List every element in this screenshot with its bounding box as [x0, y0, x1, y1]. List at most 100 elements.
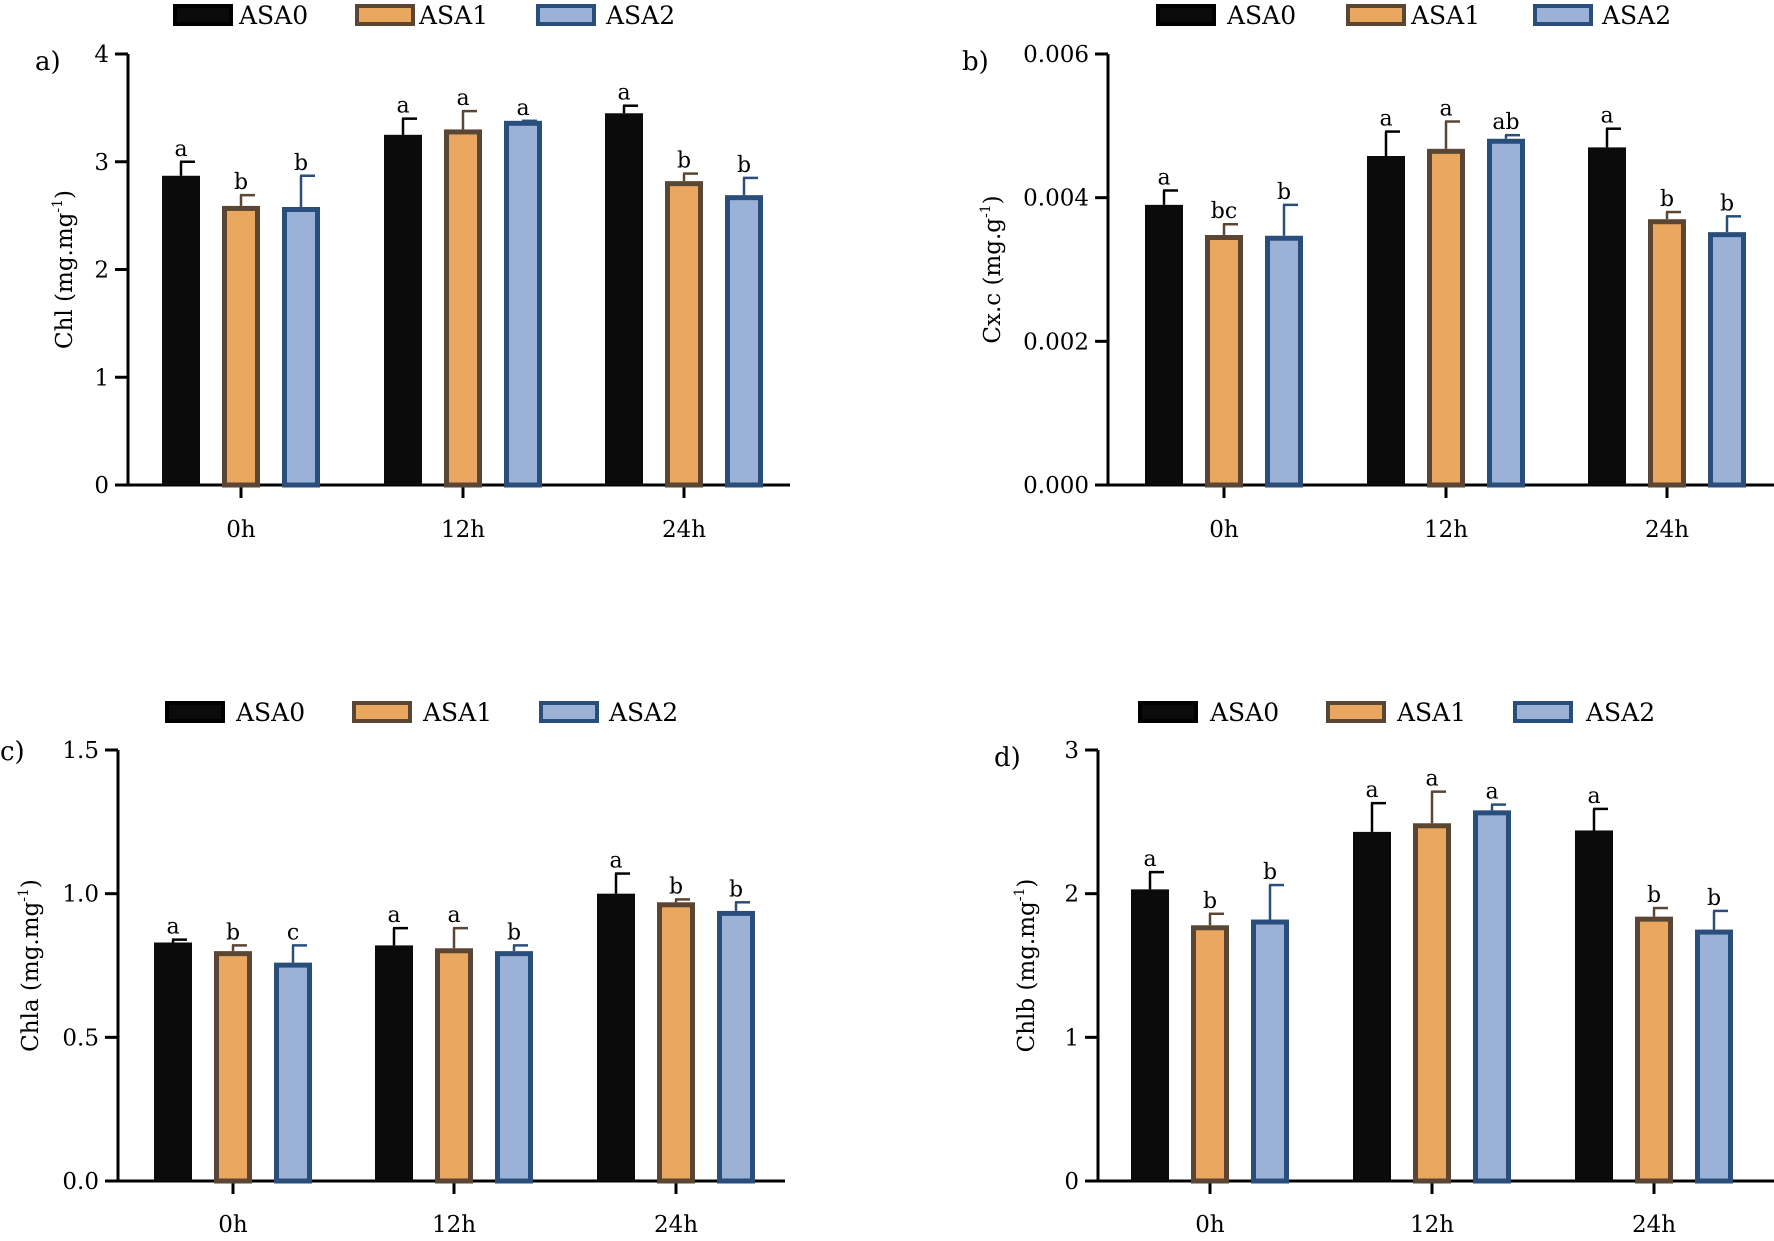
y-tick-label: 3: [94, 150, 109, 176]
significance-letter: c: [287, 920, 299, 945]
legend-swatch-asa2: [536, 4, 596, 26]
x-tick-label: 0h: [218, 1212, 248, 1238]
y-tick-label: 0.5: [62, 1025, 99, 1051]
y-axis-label-main: Chla (mg.mg: [18, 901, 44, 1051]
significance-letter: b: [669, 874, 683, 899]
significance-letter: ab: [1492, 110, 1519, 135]
bar-asa0-24h: [1588, 147, 1626, 485]
significance-letter: a: [456, 86, 469, 111]
bar-asa2-12h: [1487, 138, 1525, 488]
legend-label-asa1: ASA1: [418, 1, 488, 30]
significance-letter: a: [1587, 784, 1600, 809]
y-tick-label: 0.002: [1023, 329, 1089, 355]
y-tick-label: 0.004: [1023, 186, 1089, 212]
legend-swatch-asa1: [1326, 701, 1386, 723]
legend-label-asa2: ASA2: [605, 1, 675, 30]
significance-letter: a: [447, 903, 460, 928]
bar-asa1-24h: [1648, 219, 1686, 488]
bar-asa1-24h: [1635, 916, 1673, 1184]
y-tick-label: 1.5: [62, 738, 99, 764]
y-tick-label: 0.000: [1023, 473, 1089, 499]
legend-swatch-asa0: [173, 4, 233, 26]
y-axis-label-sup: -1: [978, 204, 994, 218]
bar-asa1-12h: [1413, 823, 1451, 1184]
significance-letter: b: [737, 153, 751, 178]
significance-letter: b: [226, 920, 240, 945]
legend-swatch-asa2: [539, 701, 599, 723]
significance-letter: a: [516, 96, 529, 121]
y-tick-label: 1: [1064, 1025, 1079, 1051]
bar-asa0-24h: [1575, 830, 1613, 1181]
significance-letter: a: [1485, 780, 1498, 805]
x-tick-label: 24h: [1632, 1212, 1676, 1238]
x-tick-label: 24h: [662, 517, 706, 543]
significance-letter: b: [1647, 883, 1661, 908]
bar-asa2-24h: [725, 195, 763, 488]
significance-letter: bc: [1211, 199, 1237, 224]
chart-panel-4: ASA0 ASA1 ASA2 d) Chlb (mg.mg-1) 0 1 2 3 0h a b b 12h…: [994, 698, 1774, 1238]
y-tick-label: 1: [94, 365, 109, 391]
y-axis-label-close: ): [52, 190, 78, 199]
panel-label: b): [962, 47, 989, 77]
y-axis-label: Cx.c (mg.g-1): [978, 195, 1006, 343]
legend-swatch-asa1: [352, 701, 412, 723]
legend-swatch-asa1: [1346, 4, 1406, 26]
panel-label: a): [35, 47, 61, 77]
legend-swatch-asa0: [1138, 701, 1198, 723]
legend-label-asa0: ASA0: [235, 698, 305, 727]
bar-asa0-0h: [154, 942, 192, 1181]
y-axis-label: Chla (mg.mg-1): [16, 879, 44, 1052]
y-axis-label-main: Chlb (mg.mg: [1014, 901, 1040, 1052]
y-axis-label: Chl (mg.mg-1): [50, 190, 78, 349]
x-tick-label: 12h: [1410, 1212, 1454, 1238]
significance-letter: a: [387, 903, 400, 928]
bar-asa1-0h: [1205, 235, 1243, 488]
y-axis-label-close: ): [18, 879, 44, 888]
significance-letter: b: [1263, 860, 1277, 885]
legend-label-asa2: ASA2: [1585, 698, 1655, 727]
significance-letter: a: [1600, 104, 1613, 129]
x-tick-label: 0h: [1195, 1212, 1225, 1238]
y-tick-label: 1.0: [62, 882, 99, 908]
legend-label-asa1: ASA1: [422, 698, 492, 727]
panel-label: c): [0, 737, 25, 767]
significance-letter: b: [677, 149, 691, 174]
significance-letter: a: [1157, 165, 1170, 190]
x-tick-label: 0h: [226, 517, 256, 543]
y-axis-label-sup: -1: [50, 199, 66, 213]
y-tick-label: 0.0: [62, 1169, 99, 1195]
legend-label-asa2: ASA2: [608, 698, 678, 727]
bar-asa1-12h: [1427, 148, 1465, 488]
y-axis-label-sup: -1: [16, 888, 32, 902]
y-axis-label-close: ): [980, 195, 1006, 204]
x-tick-label: 24h: [654, 1212, 698, 1238]
legend-swatch-asa2: [1533, 4, 1593, 26]
bar-asa2-0h: [282, 207, 320, 488]
panel-label: d): [994, 743, 1021, 773]
bar-asa1-24h: [657, 902, 695, 1184]
bar-asa0-0h: [1131, 889, 1169, 1181]
bar-asa2-24h: [1695, 929, 1733, 1184]
bar-asa0-24h: [597, 893, 635, 1181]
significance-letter: a: [617, 81, 630, 106]
y-tick-label: 2: [1064, 882, 1079, 908]
y-tick-label: 0: [1064, 1169, 1079, 1195]
bar-asa0-12h: [1353, 831, 1391, 1181]
significance-letter: b: [1720, 191, 1734, 216]
significance-letter: a: [1425, 767, 1438, 792]
y-tick-label: 2: [94, 258, 109, 284]
x-tick-label: 12h: [432, 1212, 476, 1238]
legend-label-asa2: ASA2: [1601, 1, 1671, 30]
bar-asa2-24h: [1708, 232, 1746, 488]
legend-label-asa1: ASA1: [1410, 1, 1480, 30]
significance-letter: a: [1143, 847, 1156, 872]
significance-letter: a: [174, 137, 187, 162]
y-axis-label-sup: -1: [1012, 888, 1028, 902]
significance-letter: a: [166, 915, 179, 940]
significance-letter: a: [396, 94, 409, 119]
bar-asa1-24h: [665, 181, 703, 488]
bar-asa2-12h: [504, 120, 542, 488]
bar-asa0-12h: [375, 945, 413, 1181]
bar-asa2-24h: [717, 910, 755, 1184]
